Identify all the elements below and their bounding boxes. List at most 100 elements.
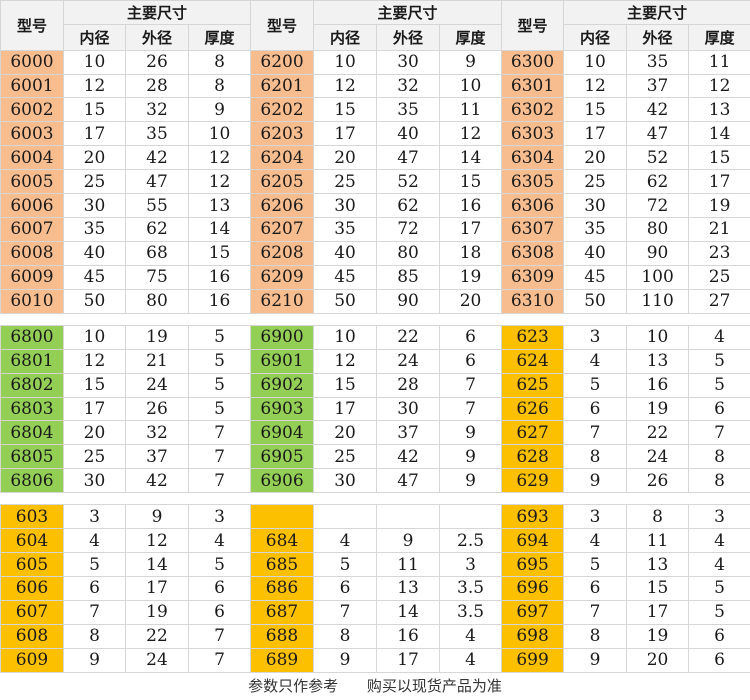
inner-diameter-cell: 3 (63, 504, 126, 530)
gap-cell (439, 312, 503, 326)
table-row: 6006 30 55 13 6206 30 62 16 6306 30 72 19 (0, 193, 750, 219)
model-cell: 697 (501, 599, 565, 625)
model-cell (250, 504, 315, 530)
thickness-cell: 15 (688, 145, 750, 171)
inner-diameter-cell: 30 (563, 193, 628, 219)
thickness-cell: 7 (187, 623, 252, 649)
inner-diameter-cell: 40 (313, 240, 378, 266)
outer-diameter-cell: 47 (626, 121, 690, 147)
thickness-cell: 5 (688, 372, 750, 398)
model-cell: 609 (0, 647, 64, 674)
outer-diameter-cell: 37 (125, 444, 189, 470)
gap-cell (63, 312, 126, 326)
table-row: 6007 35 62 14 6207 35 72 17 6307 35 80 21 (0, 217, 750, 242)
model-cell: 686 (250, 576, 315, 601)
inner-diameter-header: 内径 (63, 24, 126, 51)
thickness-cell: 5 (688, 576, 750, 601)
outer-diameter-cell: 24 (125, 372, 189, 398)
main-size-header: 主要尺寸 (313, 0, 503, 26)
outer-diameter-cell: 80 (626, 217, 690, 242)
inner-diameter-cell: 8 (563, 444, 628, 470)
inner-diameter-cell: 50 (63, 288, 126, 314)
outer-diameter-cell: 9 (376, 528, 441, 554)
outer-diameter-cell: 32 (376, 73, 441, 99)
thickness-cell: 7 (688, 420, 750, 446)
outer-diameter-cell: 13 (626, 552, 690, 578)
outer-diameter-cell: 21 (125, 348, 189, 374)
outer-diameter-header: 外径 (376, 24, 441, 51)
outer-diameter-cell: 85 (376, 264, 441, 290)
outer-diameter-cell: 10 (626, 324, 690, 350)
inner-diameter-cell: 17 (63, 121, 126, 147)
outer-diameter-cell: 8 (626, 504, 690, 530)
inner-diameter-cell: 9 (563, 468, 628, 494)
gap-cell (0, 492, 64, 506)
inner-diameter-cell: 45 (563, 264, 628, 290)
model-cell: 6008 (0, 240, 64, 266)
inner-diameter-cell: 17 (313, 396, 378, 422)
outer-diameter-header: 外径 (125, 24, 189, 51)
model-cell: 626 (501, 396, 565, 422)
outer-diameter-cell: 35 (125, 121, 189, 147)
model-cell: 6007 (0, 217, 64, 242)
model-cell: 6306 (501, 193, 565, 219)
thickness-cell: 6 (187, 599, 252, 625)
inner-diameter-cell: 4 (563, 348, 628, 374)
inner-diameter-cell: 12 (63, 73, 126, 99)
table-row: 6010 50 80 16 6210 50 90 20 6310 50 110 27 (0, 288, 750, 314)
inner-diameter-cell: 9 (63, 647, 126, 674)
model-cell: 628 (501, 444, 565, 470)
table-row: 6804 20 32 7 6904 20 37 9 627 7 22 7 (0, 420, 750, 446)
inner-diameter-header: 内径 (313, 24, 378, 51)
table-body: 型号 主要尺寸 型号 主要尺寸 型号 主要尺寸 内径 外径 厚度 内径 外径 厚… (0, 0, 750, 674)
model-cell: 684 (250, 528, 315, 554)
gap-cell (63, 492, 126, 506)
inner-diameter-cell: 25 (313, 444, 378, 470)
model-header: 型号 (501, 0, 565, 51)
model-cell: 625 (501, 372, 565, 398)
model-cell: 6301 (501, 73, 565, 99)
outer-diameter-cell: 13 (376, 576, 441, 601)
thickness-cell: 21 (688, 217, 750, 242)
inner-diameter-cell: 17 (563, 121, 628, 147)
model-cell: 6210 (250, 288, 315, 314)
outer-diameter-cell: 72 (626, 193, 690, 219)
inner-diameter-cell: 25 (313, 169, 378, 195)
model-cell: 6010 (0, 288, 64, 314)
model-cell: 688 (250, 623, 315, 649)
thickness-cell: 4 (688, 528, 750, 554)
outer-diameter-cell: 16 (376, 623, 441, 649)
inner-diameter-cell: 25 (563, 169, 628, 195)
outer-diameter-header: 外径 (626, 24, 690, 51)
outer-diameter-cell: 19 (626, 623, 690, 649)
gap-cell (563, 492, 628, 506)
outer-diameter-cell: 90 (376, 288, 441, 314)
thickness-cell: 11 (439, 97, 503, 123)
outer-diameter-cell: 19 (125, 324, 189, 350)
gap-cell (376, 492, 441, 506)
model-cell: 6303 (501, 121, 565, 147)
outer-diameter-cell: 80 (125, 288, 189, 314)
thickness-cell: 14 (187, 217, 252, 242)
inner-diameter-cell: 15 (563, 97, 628, 123)
model-cell: 687 (250, 599, 315, 625)
outer-diameter-cell: 35 (626, 49, 690, 75)
thickness-cell: 17 (688, 169, 750, 195)
main-size-header: 主要尺寸 (62, 0, 252, 26)
model-cell: 6205 (250, 169, 315, 195)
model-cell: 6006 (0, 193, 64, 219)
inner-diameter-cell: 20 (63, 145, 126, 171)
model-cell: 696 (501, 576, 565, 601)
inner-diameter-cell: 5 (563, 372, 628, 398)
gap-cell (313, 312, 378, 326)
outer-diameter-cell: 24 (125, 647, 189, 674)
thickness-cell: 4 (439, 647, 503, 674)
thickness-cell: 19 (439, 264, 503, 290)
thickness-cell: 9 (187, 97, 252, 123)
outer-diameter-cell: 47 (376, 145, 441, 171)
outer-diameter-cell: 16 (626, 372, 690, 398)
inner-diameter-cell: 9 (313, 647, 378, 674)
table-row: 6002 15 32 9 6202 15 35 11 6302 15 42 13 (0, 97, 750, 123)
thickness-cell: 5 (688, 599, 750, 625)
thickness-cell: 19 (688, 193, 750, 219)
